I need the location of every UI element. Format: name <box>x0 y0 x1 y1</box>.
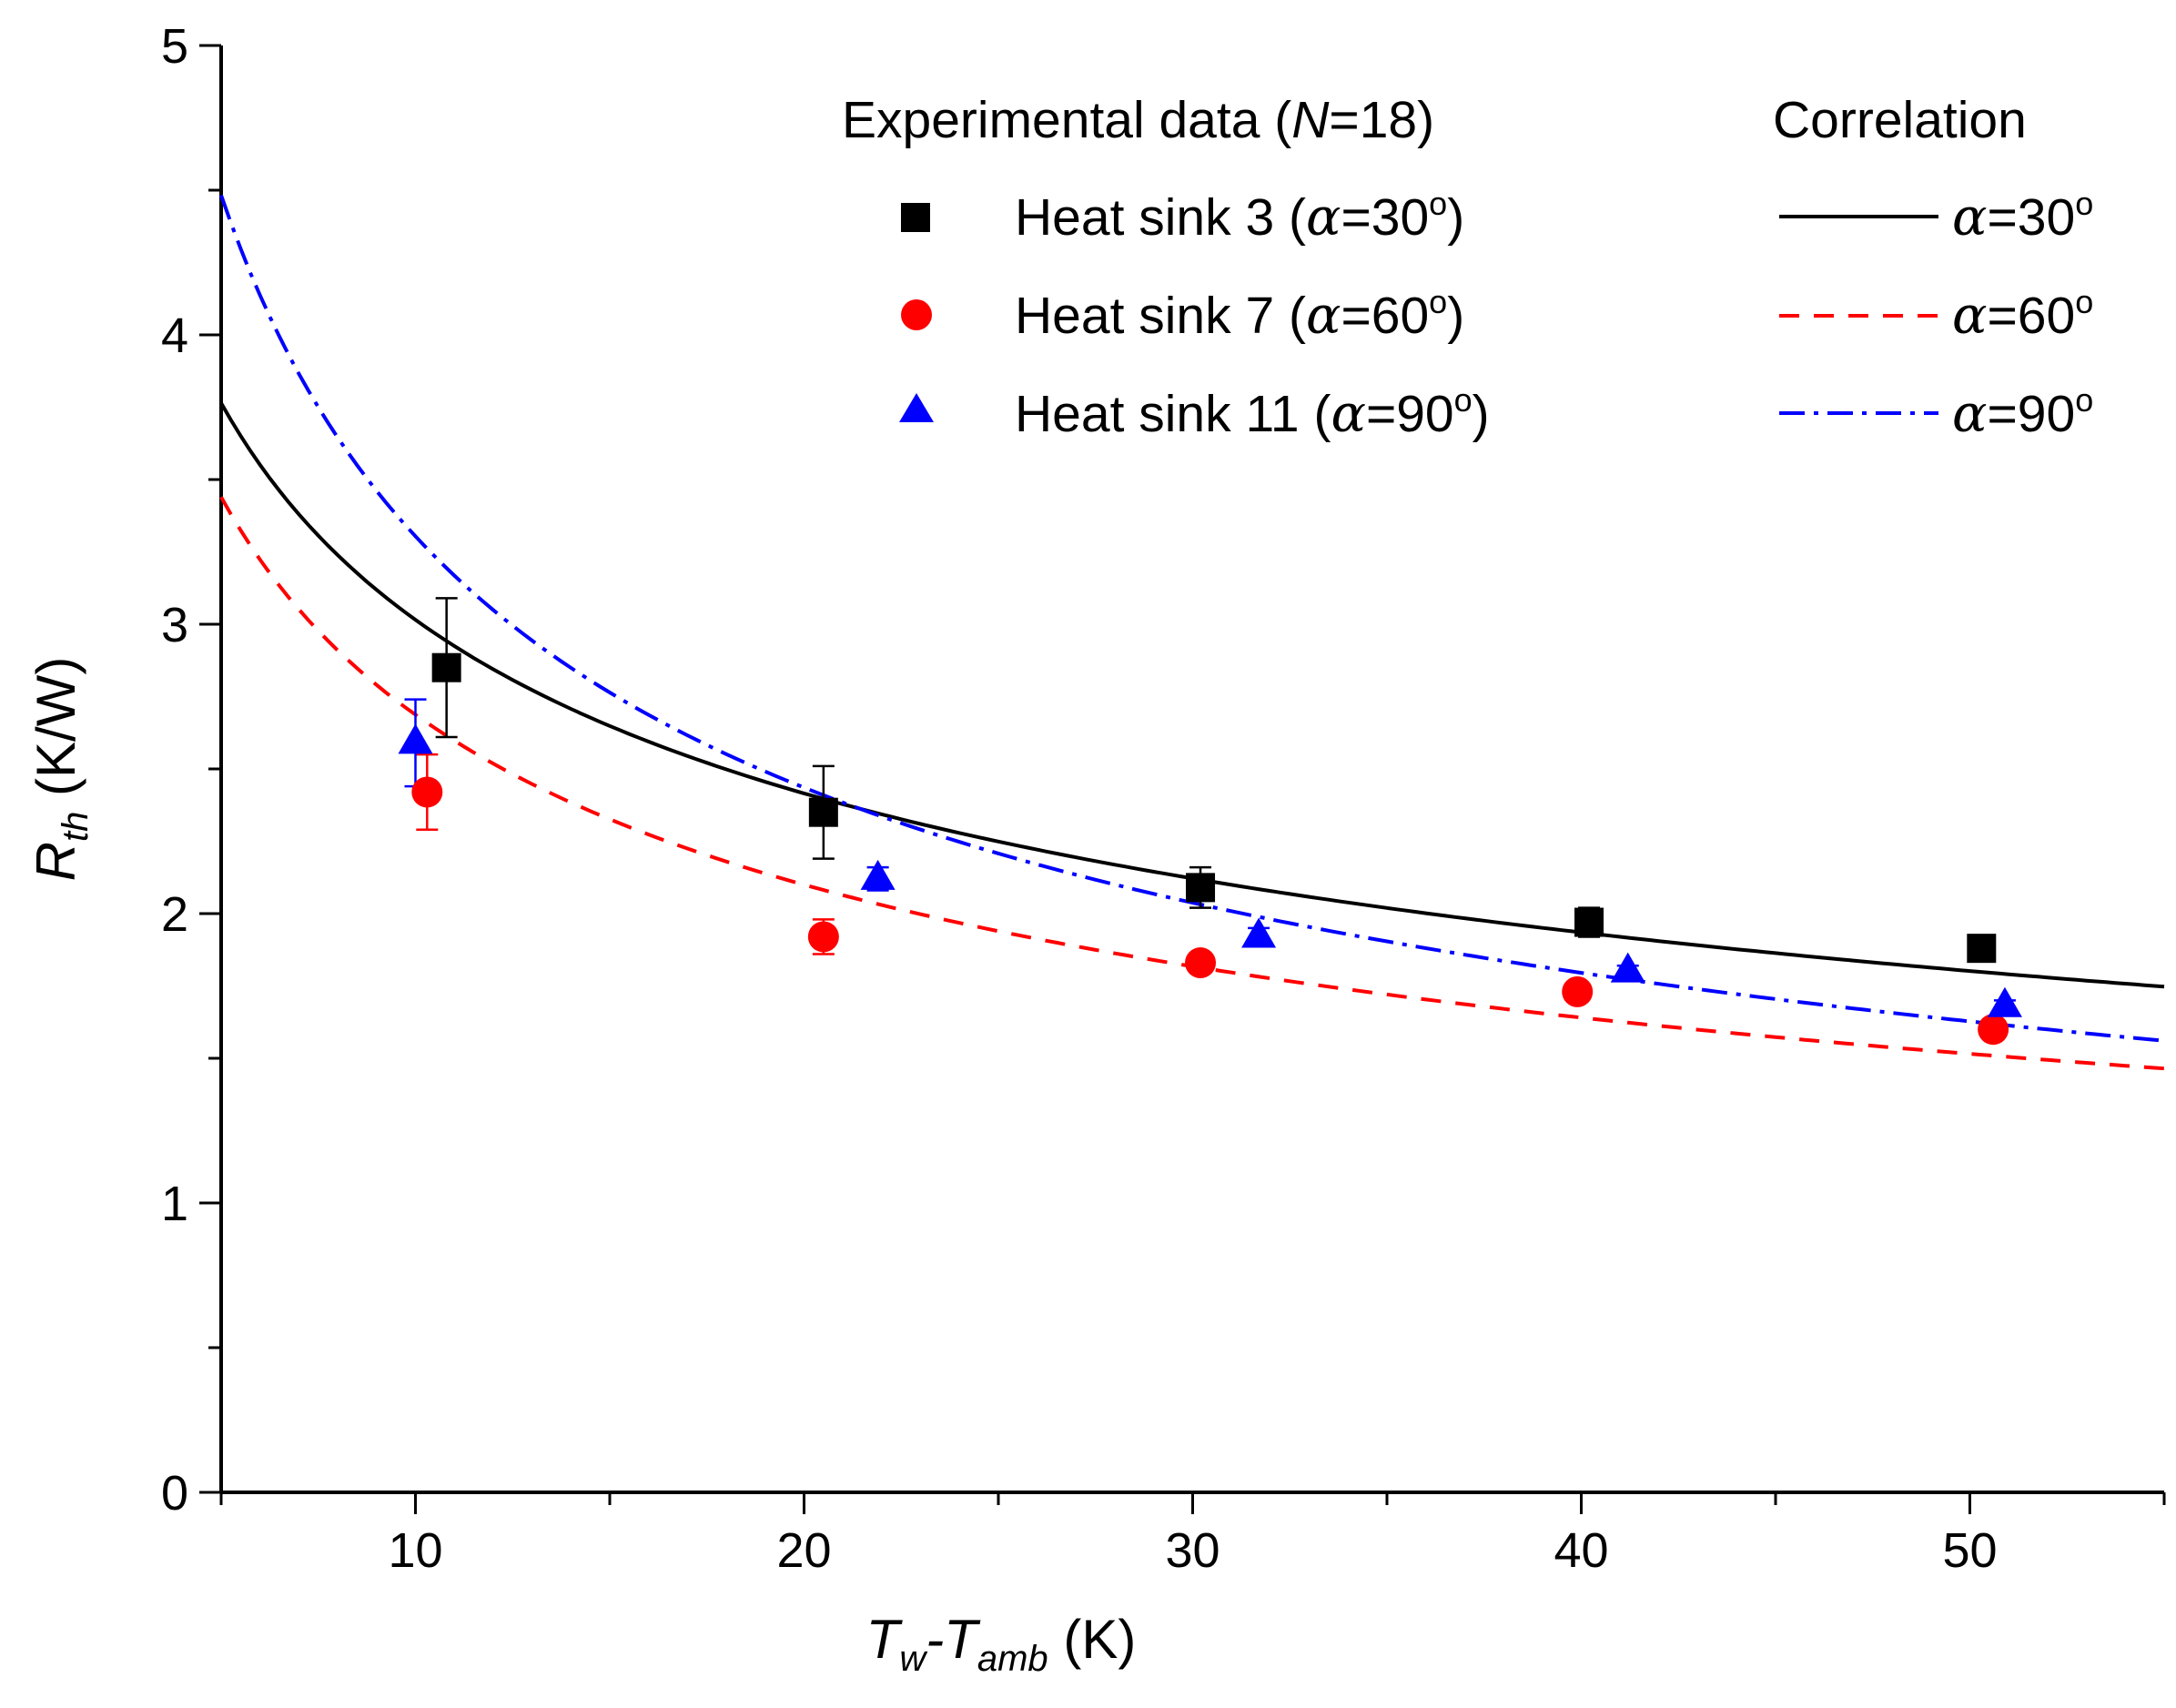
data-point-circle <box>807 921 839 953</box>
data-point-square <box>808 797 838 827</box>
y-axis-label: Rth (K/W) <box>25 657 96 882</box>
y-tick-label: 0 <box>161 1466 188 1521</box>
legend-label-heat-sink-7: Heat sink 7 (α=60o) <box>1015 283 1464 346</box>
x-tick-label: 50 <box>1942 1523 1997 1578</box>
legend: Experimental data (N=18) Correlation Hea… <box>842 91 2093 444</box>
data-point-square <box>1574 907 1604 937</box>
plot-frame <box>219 45 2164 1494</box>
legend-experimental-header: Experimental data (N=18) <box>842 91 1434 149</box>
legend-corr-label-30: α=30o <box>1952 185 2093 248</box>
data-point-triangle <box>860 859 896 890</box>
data-point-square <box>431 652 461 682</box>
x-tick-label: 10 <box>388 1523 442 1578</box>
legend-correlation-header: Correlation <box>1773 91 2027 149</box>
data-markers <box>398 652 2022 1046</box>
correlation-line-1 <box>219 496 2165 1071</box>
y-tick-label: 3 <box>161 598 188 652</box>
x-tick-label: 30 <box>1165 1523 1220 1578</box>
x-axis: 10 20 30 40 50 <box>219 1492 2166 1578</box>
data-point-triangle <box>1987 986 2022 1017</box>
y-tick-label: 5 <box>161 19 188 74</box>
x-tick-label: 20 <box>776 1523 831 1578</box>
legend-marker-square <box>901 203 930 232</box>
y-tick-label: 4 <box>161 308 188 363</box>
correlation-line-2 <box>219 194 2165 1043</box>
data-point-triangle <box>1610 952 1645 983</box>
data-point-triangle <box>398 723 433 754</box>
x-tick-label: 40 <box>1554 1523 1608 1578</box>
y-tick-label: 1 <box>161 1177 188 1231</box>
y-tick-label: 2 <box>161 887 188 942</box>
data-point-triangle <box>1241 917 1277 948</box>
y-axis: 0 1 2 3 4 5 <box>161 19 221 1521</box>
legend-marker-circle <box>901 299 932 330</box>
legend-marker-triangle <box>899 393 934 422</box>
data-point-circle <box>1978 1014 2009 1046</box>
legend-corr-label-90: α=90o <box>1952 381 2093 444</box>
data-point-square <box>1967 934 1997 964</box>
data-point-square <box>1186 873 1216 903</box>
legend-label-heat-sink-3: Heat sink 3 (α=30o) <box>1015 185 1464 248</box>
data-point-circle <box>1562 975 1594 1007</box>
data-point-circle <box>1185 947 1217 979</box>
legend-label-heat-sink-11: Heat sink 11 (α=90o) <box>1015 381 1490 444</box>
x-axis-label: Tw-Tamb (K) <box>866 1609 1137 1679</box>
legend-corr-label-60: α=60o <box>1952 283 2093 346</box>
data-point-circle <box>411 776 443 808</box>
